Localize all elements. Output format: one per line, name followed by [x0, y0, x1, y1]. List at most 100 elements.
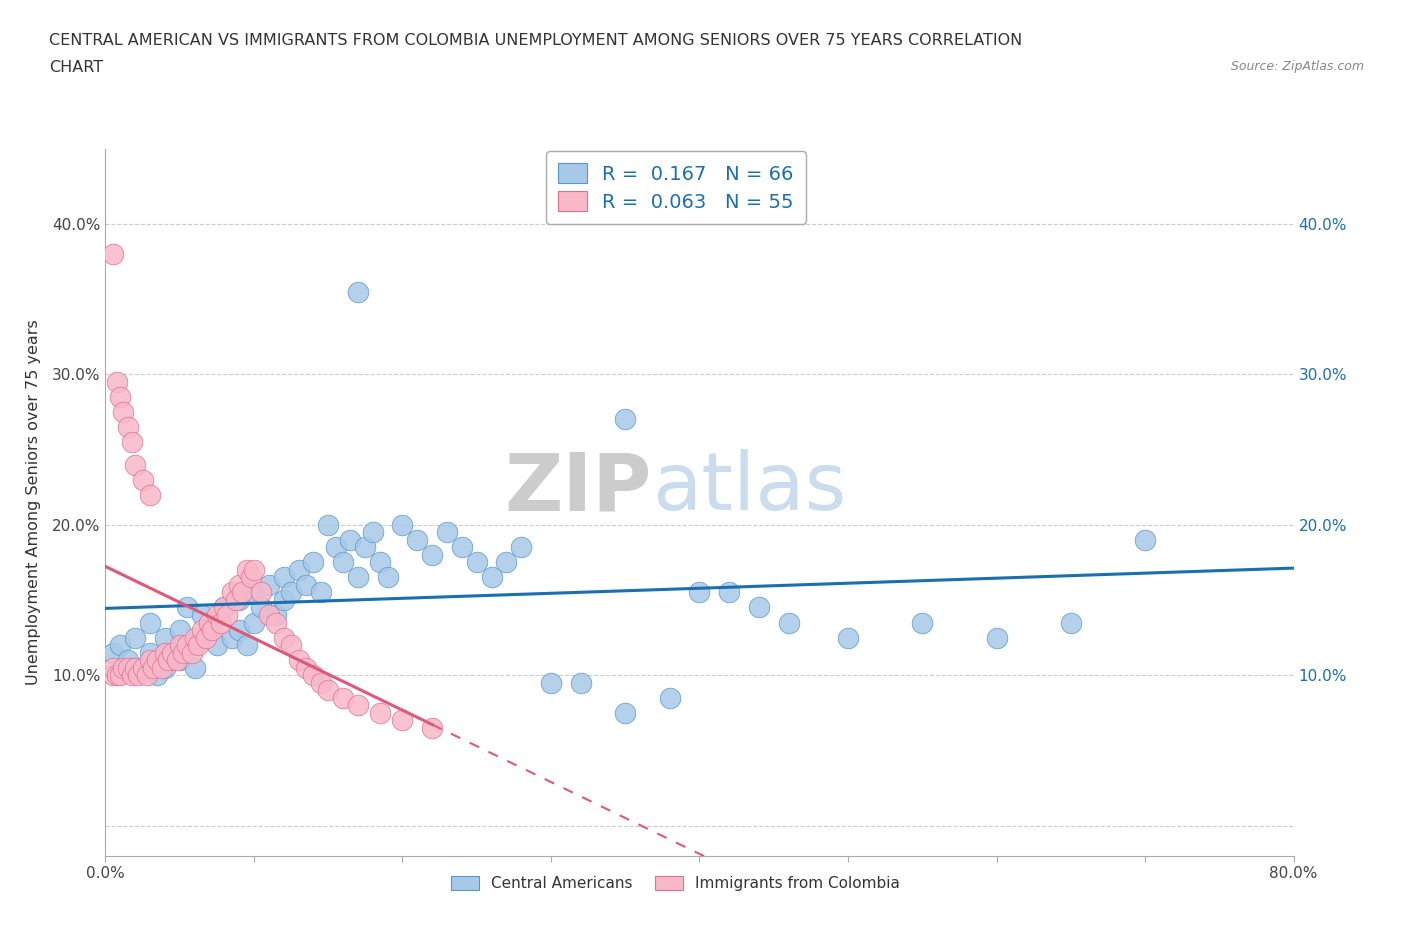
- Point: [221, 631, 243, 645]
- Point: [153, 660, 176, 675]
- Point: [354, 540, 377, 555]
- Point: [124, 660, 146, 675]
- Point: [614, 412, 637, 427]
- Point: [110, 668, 132, 683]
- Point: [332, 690, 354, 705]
- Point: [153, 645, 176, 660]
- Point: [347, 285, 370, 299]
- Point: [391, 517, 413, 532]
- Point: [176, 638, 198, 653]
- Text: CHART: CHART: [49, 60, 103, 75]
- Point: [139, 645, 162, 660]
- Point: [169, 638, 191, 653]
- Point: [273, 631, 295, 645]
- Point: [112, 660, 135, 675]
- Point: [105, 668, 128, 683]
- Point: [1133, 532, 1156, 547]
- Point: [911, 615, 934, 630]
- Point: [146, 653, 169, 668]
- Point: [481, 570, 503, 585]
- Point: [406, 532, 429, 547]
- Point: [198, 615, 221, 630]
- Point: [420, 548, 443, 563]
- Point: [1060, 615, 1083, 630]
- Point: [264, 615, 287, 630]
- Point: [309, 675, 332, 690]
- Point: [837, 631, 859, 645]
- Point: [225, 592, 247, 607]
- Point: [280, 638, 302, 653]
- Point: [228, 578, 250, 592]
- Point: [316, 683, 339, 698]
- Point: [273, 570, 295, 585]
- Point: [209, 615, 232, 630]
- Point: [139, 487, 162, 502]
- Point: [243, 615, 266, 630]
- Point: [169, 622, 191, 637]
- Point: [142, 660, 165, 675]
- Point: [183, 660, 205, 675]
- Point: [614, 705, 637, 720]
- Point: [986, 631, 1008, 645]
- Point: [150, 660, 173, 675]
- Point: [325, 540, 347, 555]
- Point: [131, 472, 153, 487]
- Point: [510, 540, 533, 555]
- Point: [569, 675, 592, 690]
- Point: [101, 246, 124, 261]
- Point: [748, 600, 770, 615]
- Point: [391, 712, 413, 727]
- Point: [250, 585, 273, 600]
- Point: [101, 645, 124, 660]
- Point: [121, 434, 143, 449]
- Point: [228, 622, 250, 637]
- Point: [540, 675, 562, 690]
- Point: [280, 585, 302, 600]
- Point: [166, 653, 188, 668]
- Y-axis label: Unemployment Among Seniors over 75 years: Unemployment Among Seniors over 75 years: [25, 319, 41, 685]
- Point: [718, 585, 741, 600]
- Point: [295, 578, 318, 592]
- Point: [228, 592, 250, 607]
- Point: [332, 555, 354, 570]
- Point: [117, 653, 139, 668]
- Point: [264, 607, 287, 622]
- Point: [101, 660, 124, 675]
- Point: [146, 668, 169, 683]
- Point: [257, 578, 280, 592]
- Point: [176, 600, 198, 615]
- Text: CENTRAL AMERICAN VS IMMIGRANTS FROM COLOMBIA UNEMPLOYMENT AMONG SENIORS OVER 75 : CENTRAL AMERICAN VS IMMIGRANTS FROM COLO…: [49, 33, 1022, 47]
- Point: [347, 698, 370, 712]
- Text: ZIP: ZIP: [505, 449, 652, 527]
- Point: [117, 660, 139, 675]
- Point: [205, 638, 228, 653]
- Point: [235, 563, 257, 578]
- Point: [465, 555, 488, 570]
- Legend: Central Americans, Immigrants from Colombia: Central Americans, Immigrants from Colom…: [446, 870, 907, 897]
- Text: Source: ZipAtlas.com: Source: ZipAtlas.com: [1230, 60, 1364, 73]
- Point: [117, 419, 139, 434]
- Point: [495, 555, 517, 570]
- Point: [169, 653, 191, 668]
- Point: [243, 585, 266, 600]
- Point: [180, 645, 202, 660]
- Point: [191, 607, 214, 622]
- Text: atlas: atlas: [652, 449, 846, 527]
- Point: [105, 375, 128, 390]
- Point: [183, 638, 205, 653]
- Point: [450, 540, 472, 555]
- Point: [121, 668, 143, 683]
- Point: [112, 405, 135, 419]
- Point: [127, 668, 149, 683]
- Point: [124, 458, 146, 472]
- Point: [361, 525, 384, 539]
- Point: [243, 563, 266, 578]
- Point: [420, 721, 443, 736]
- Point: [287, 563, 309, 578]
- Point: [221, 585, 243, 600]
- Point: [302, 555, 325, 570]
- Point: [195, 631, 218, 645]
- Point: [778, 615, 800, 630]
- Point: [156, 653, 179, 668]
- Point: [124, 660, 146, 675]
